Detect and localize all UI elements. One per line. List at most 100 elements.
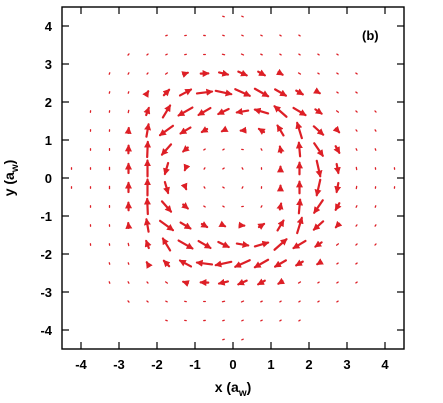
vector-arrow: [240, 300, 245, 303]
y-tick-label: -4: [40, 323, 52, 338]
vector-arrow: [297, 72, 302, 75]
vector-arrow: [222, 148, 225, 151]
vector-arrow: [127, 91, 130, 94]
vector-arrow: [142, 90, 150, 98]
vector-arrow: [292, 106, 307, 117]
vector-arrow: [182, 145, 190, 153]
vector-arrow: [333, 162, 341, 175]
vector-arrow: [144, 140, 152, 159]
vector-field: [70, 15, 396, 341]
vector-arrow: [234, 259, 251, 268]
vector-arrow: [127, 300, 130, 303]
vector-arrow: [178, 88, 193, 97]
vector-arrow: [314, 107, 323, 115]
vector-arrow: [336, 53, 339, 56]
vector-arrow: [297, 281, 302, 284]
vector-arrow: [214, 260, 233, 268]
vector-arrow: [161, 237, 172, 252]
vector-arrow: [145, 261, 153, 269]
axis-ticks: -4 -3 -2 -1 0 1 2 3 4 -4 -3 -2 -1 0 1 2 3 4: [40, 7, 404, 372]
vector-arrow: [374, 148, 377, 151]
vector-arrow: [253, 258, 270, 269]
y-tick-label: 1: [45, 133, 52, 148]
vector-arrow: [108, 281, 111, 284]
y-tick-label: 4: [45, 19, 53, 34]
y-tick-label: 2: [45, 95, 52, 110]
vector-arrow: [336, 91, 339, 94]
vector-arrow: [374, 110, 377, 113]
vector-arrow: [277, 277, 286, 285]
vector-arrow: [317, 281, 320, 284]
y-axis-label: y (aw): [1, 160, 21, 197]
vector-arrow: [234, 88, 251, 97]
vector-arrow: [277, 145, 285, 154]
vector-arrow: [312, 125, 325, 136]
vector-arrow: [241, 34, 244, 37]
y-tick-label: -1: [40, 209, 52, 224]
vector-arrow: [336, 300, 339, 303]
vector-arrow: [200, 221, 209, 229]
vector-arrow: [241, 167, 244, 170]
vector-arrow: [253, 240, 270, 248]
x-tick-label: -3: [113, 357, 125, 372]
vector-arrow: [203, 205, 206, 208]
vector-arrow: [222, 167, 225, 170]
vector-arrow: [163, 180, 170, 195]
vector-arrow: [127, 242, 130, 247]
vector-arrow: [181, 280, 190, 287]
vector-arrow: [314, 178, 322, 197]
y-axis-label-main: y (a: [1, 172, 17, 196]
vector-arrow: [146, 281, 149, 284]
x-tick-label: 1: [267, 357, 274, 372]
vector-arrow: [257, 127, 266, 135]
vector-arrow: [127, 72, 130, 75]
vector-arrow: [276, 202, 284, 211]
vector-arrow: [334, 220, 343, 229]
vector-arrow: [177, 239, 194, 250]
vector-arrow: [334, 202, 342, 212]
vector-arrow: [260, 300, 263, 303]
vector-arrow: [316, 258, 324, 266]
vector-arrow: [279, 300, 282, 303]
vector-arrow: [355, 148, 358, 151]
vector-arrow: [295, 88, 304, 96]
vector-arrow: [217, 278, 230, 286]
vector-arrow: [195, 88, 214, 96]
vector-arrow: [253, 87, 270, 98]
plot-frame: [61, 6, 405, 350]
x-axis-label: x (aw): [215, 379, 252, 399]
vector-arrow: [217, 107, 230, 116]
vector-arrow: [279, 53, 282, 56]
vector-arrow: [240, 53, 245, 56]
vector-arrow: [298, 319, 301, 322]
x-tick-label: 4: [381, 357, 389, 372]
vector-arrow: [333, 145, 341, 155]
vector-arrow: [222, 186, 225, 189]
vector-arrow: [241, 338, 244, 341]
vector-arrow: [183, 163, 191, 172]
vector-arrow: [276, 219, 285, 232]
x-tick-label: -2: [151, 357, 163, 372]
vector-arrow: [257, 69, 267, 77]
vector-arrow: [273, 238, 288, 251]
vector-arrow: [332, 125, 341, 134]
vector-arrow: [160, 143, 173, 156]
y-tick-label: 3: [45, 57, 52, 72]
vector-arrow: [355, 281, 358, 284]
vector-arrow: [355, 72, 358, 75]
vector-arrow: [143, 197, 151, 216]
panel-label: (b): [362, 28, 379, 43]
vector-arrow: [200, 126, 209, 134]
vector-arrow: [355, 224, 358, 227]
vector-arrow: [315, 159, 323, 178]
vector-arrow: [203, 186, 206, 189]
vector-arrow: [124, 126, 132, 135]
vector-arrow: [273, 105, 288, 118]
vector-arrow: [335, 243, 340, 246]
vector-arrow: [374, 205, 377, 208]
vector-arrow: [374, 224, 377, 227]
vector-arrow: [164, 281, 169, 284]
vector-arrow: [355, 205, 358, 208]
x-tick-label: -1: [189, 357, 201, 372]
